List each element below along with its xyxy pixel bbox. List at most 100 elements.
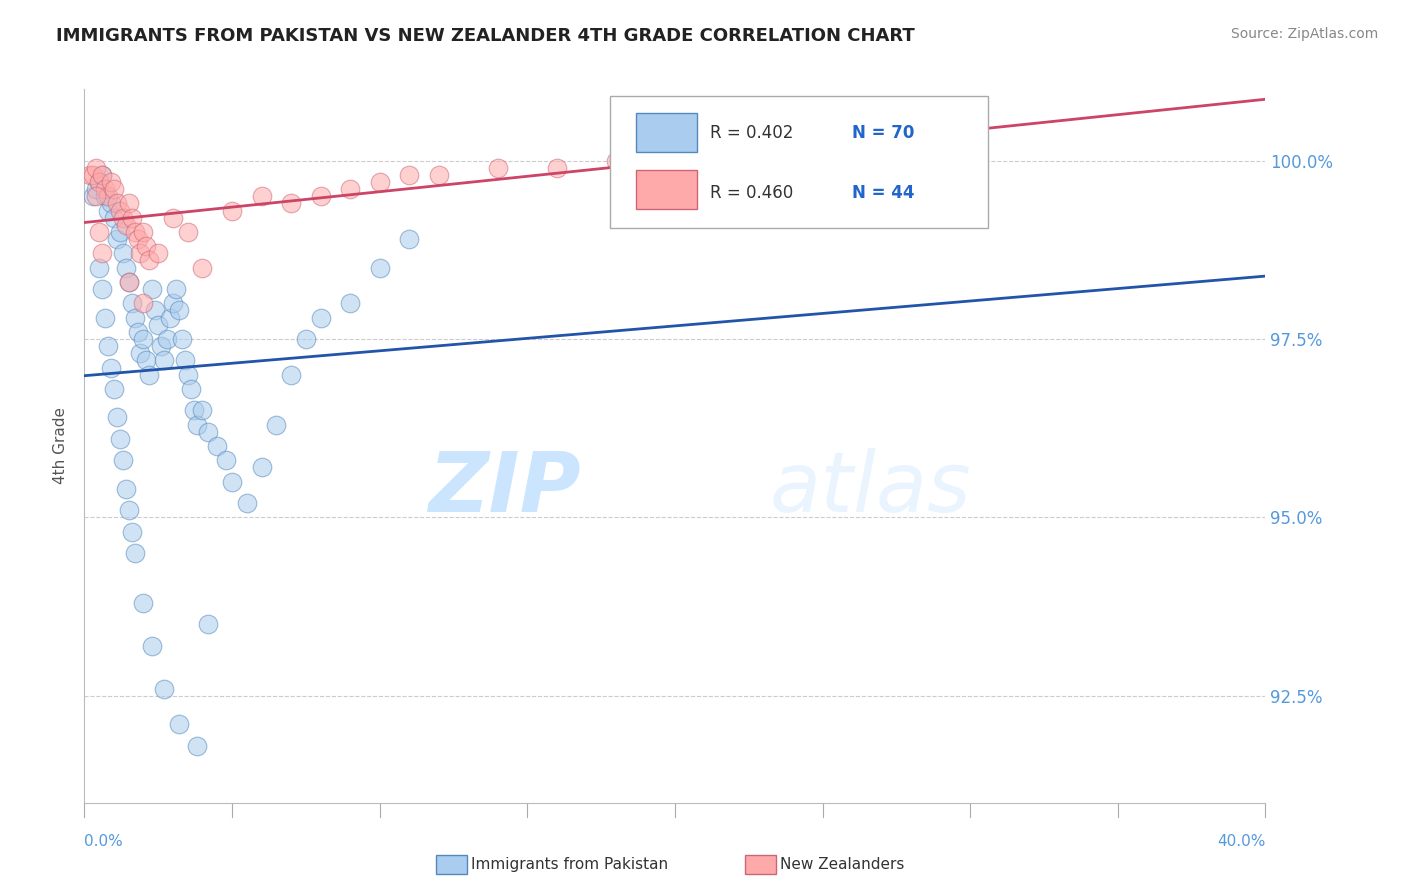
Y-axis label: 4th Grade: 4th Grade bbox=[53, 408, 69, 484]
Point bbox=[124, 225, 146, 239]
Point bbox=[148, 246, 170, 260]
Point bbox=[91, 168, 114, 182]
Point bbox=[94, 310, 117, 325]
FancyBboxPatch shape bbox=[636, 169, 697, 209]
Point bbox=[162, 211, 184, 225]
Text: N = 70: N = 70 bbox=[852, 125, 914, 143]
Point bbox=[118, 275, 141, 289]
Point bbox=[84, 189, 107, 203]
Point bbox=[89, 225, 111, 239]
Point bbox=[180, 382, 202, 396]
Point bbox=[132, 296, 155, 310]
Point bbox=[135, 353, 157, 368]
Point bbox=[177, 225, 200, 239]
Point bbox=[664, 153, 686, 168]
Point bbox=[103, 211, 125, 225]
Text: New Zealanders: New Zealanders bbox=[780, 857, 904, 871]
Point bbox=[132, 332, 155, 346]
Text: ZIP: ZIP bbox=[427, 449, 581, 529]
FancyBboxPatch shape bbox=[636, 112, 697, 152]
Point bbox=[153, 681, 176, 696]
Point bbox=[121, 211, 143, 225]
Point bbox=[339, 182, 361, 196]
Point bbox=[103, 182, 125, 196]
Point bbox=[97, 189, 120, 203]
Point bbox=[135, 239, 157, 253]
Point bbox=[752, 146, 775, 161]
Point bbox=[91, 282, 114, 296]
Point bbox=[79, 168, 101, 182]
Point bbox=[89, 260, 111, 275]
Point bbox=[280, 196, 302, 211]
Point bbox=[205, 439, 228, 453]
Point bbox=[250, 460, 273, 475]
Point bbox=[167, 717, 190, 731]
Text: Source: ZipAtlas.com: Source: ZipAtlas.com bbox=[1230, 27, 1378, 41]
Point bbox=[215, 453, 238, 467]
Point bbox=[264, 417, 288, 432]
Point bbox=[398, 168, 420, 182]
Point bbox=[108, 203, 131, 218]
Point bbox=[368, 260, 391, 275]
Point bbox=[398, 232, 420, 246]
Point bbox=[114, 482, 136, 496]
Point bbox=[94, 182, 117, 196]
Point bbox=[100, 175, 122, 189]
Point bbox=[114, 218, 136, 232]
Point bbox=[159, 310, 181, 325]
Point bbox=[165, 282, 187, 296]
Point bbox=[150, 339, 173, 353]
Point bbox=[111, 453, 134, 467]
Point bbox=[111, 211, 134, 225]
Point bbox=[546, 161, 568, 175]
Point bbox=[132, 225, 155, 239]
Point bbox=[82, 168, 104, 182]
Point bbox=[148, 318, 170, 332]
Point bbox=[94, 189, 117, 203]
Point bbox=[250, 189, 273, 203]
Point bbox=[118, 503, 141, 517]
Point bbox=[197, 617, 219, 632]
Point bbox=[108, 225, 131, 239]
Point bbox=[280, 368, 302, 382]
Point bbox=[127, 325, 149, 339]
Point bbox=[309, 310, 332, 325]
Text: R = 0.402: R = 0.402 bbox=[710, 125, 804, 143]
Point bbox=[153, 353, 176, 368]
Point bbox=[191, 260, 214, 275]
Point bbox=[132, 596, 155, 610]
Point bbox=[91, 246, 114, 260]
Point bbox=[129, 346, 152, 360]
Point bbox=[177, 368, 200, 382]
Point bbox=[236, 496, 259, 510]
Point bbox=[124, 310, 146, 325]
Point bbox=[156, 332, 179, 346]
Point bbox=[738, 146, 761, 161]
Point bbox=[118, 196, 141, 211]
Point bbox=[170, 332, 193, 346]
Point bbox=[186, 417, 208, 432]
Point bbox=[191, 403, 214, 417]
Point bbox=[105, 410, 128, 425]
Point bbox=[915, 139, 938, 153]
Point bbox=[486, 161, 509, 175]
Point bbox=[221, 203, 243, 218]
Point bbox=[221, 475, 243, 489]
Point bbox=[97, 203, 120, 218]
Text: IMMIGRANTS FROM PAKISTAN VS NEW ZEALANDER 4TH GRADE CORRELATION CHART: IMMIGRANTS FROM PAKISTAN VS NEW ZEALANDE… bbox=[56, 27, 915, 45]
Point bbox=[141, 282, 163, 296]
Point bbox=[108, 432, 131, 446]
Point bbox=[121, 296, 143, 310]
Point bbox=[162, 296, 184, 310]
Point bbox=[124, 546, 146, 560]
Point bbox=[339, 296, 361, 310]
Point bbox=[127, 232, 149, 246]
Point bbox=[309, 189, 332, 203]
Point bbox=[368, 175, 391, 189]
Point bbox=[89, 175, 111, 189]
Point bbox=[105, 232, 128, 246]
Text: R = 0.460: R = 0.460 bbox=[710, 184, 804, 202]
Point bbox=[197, 425, 219, 439]
Point bbox=[167, 303, 190, 318]
Point bbox=[143, 303, 166, 318]
